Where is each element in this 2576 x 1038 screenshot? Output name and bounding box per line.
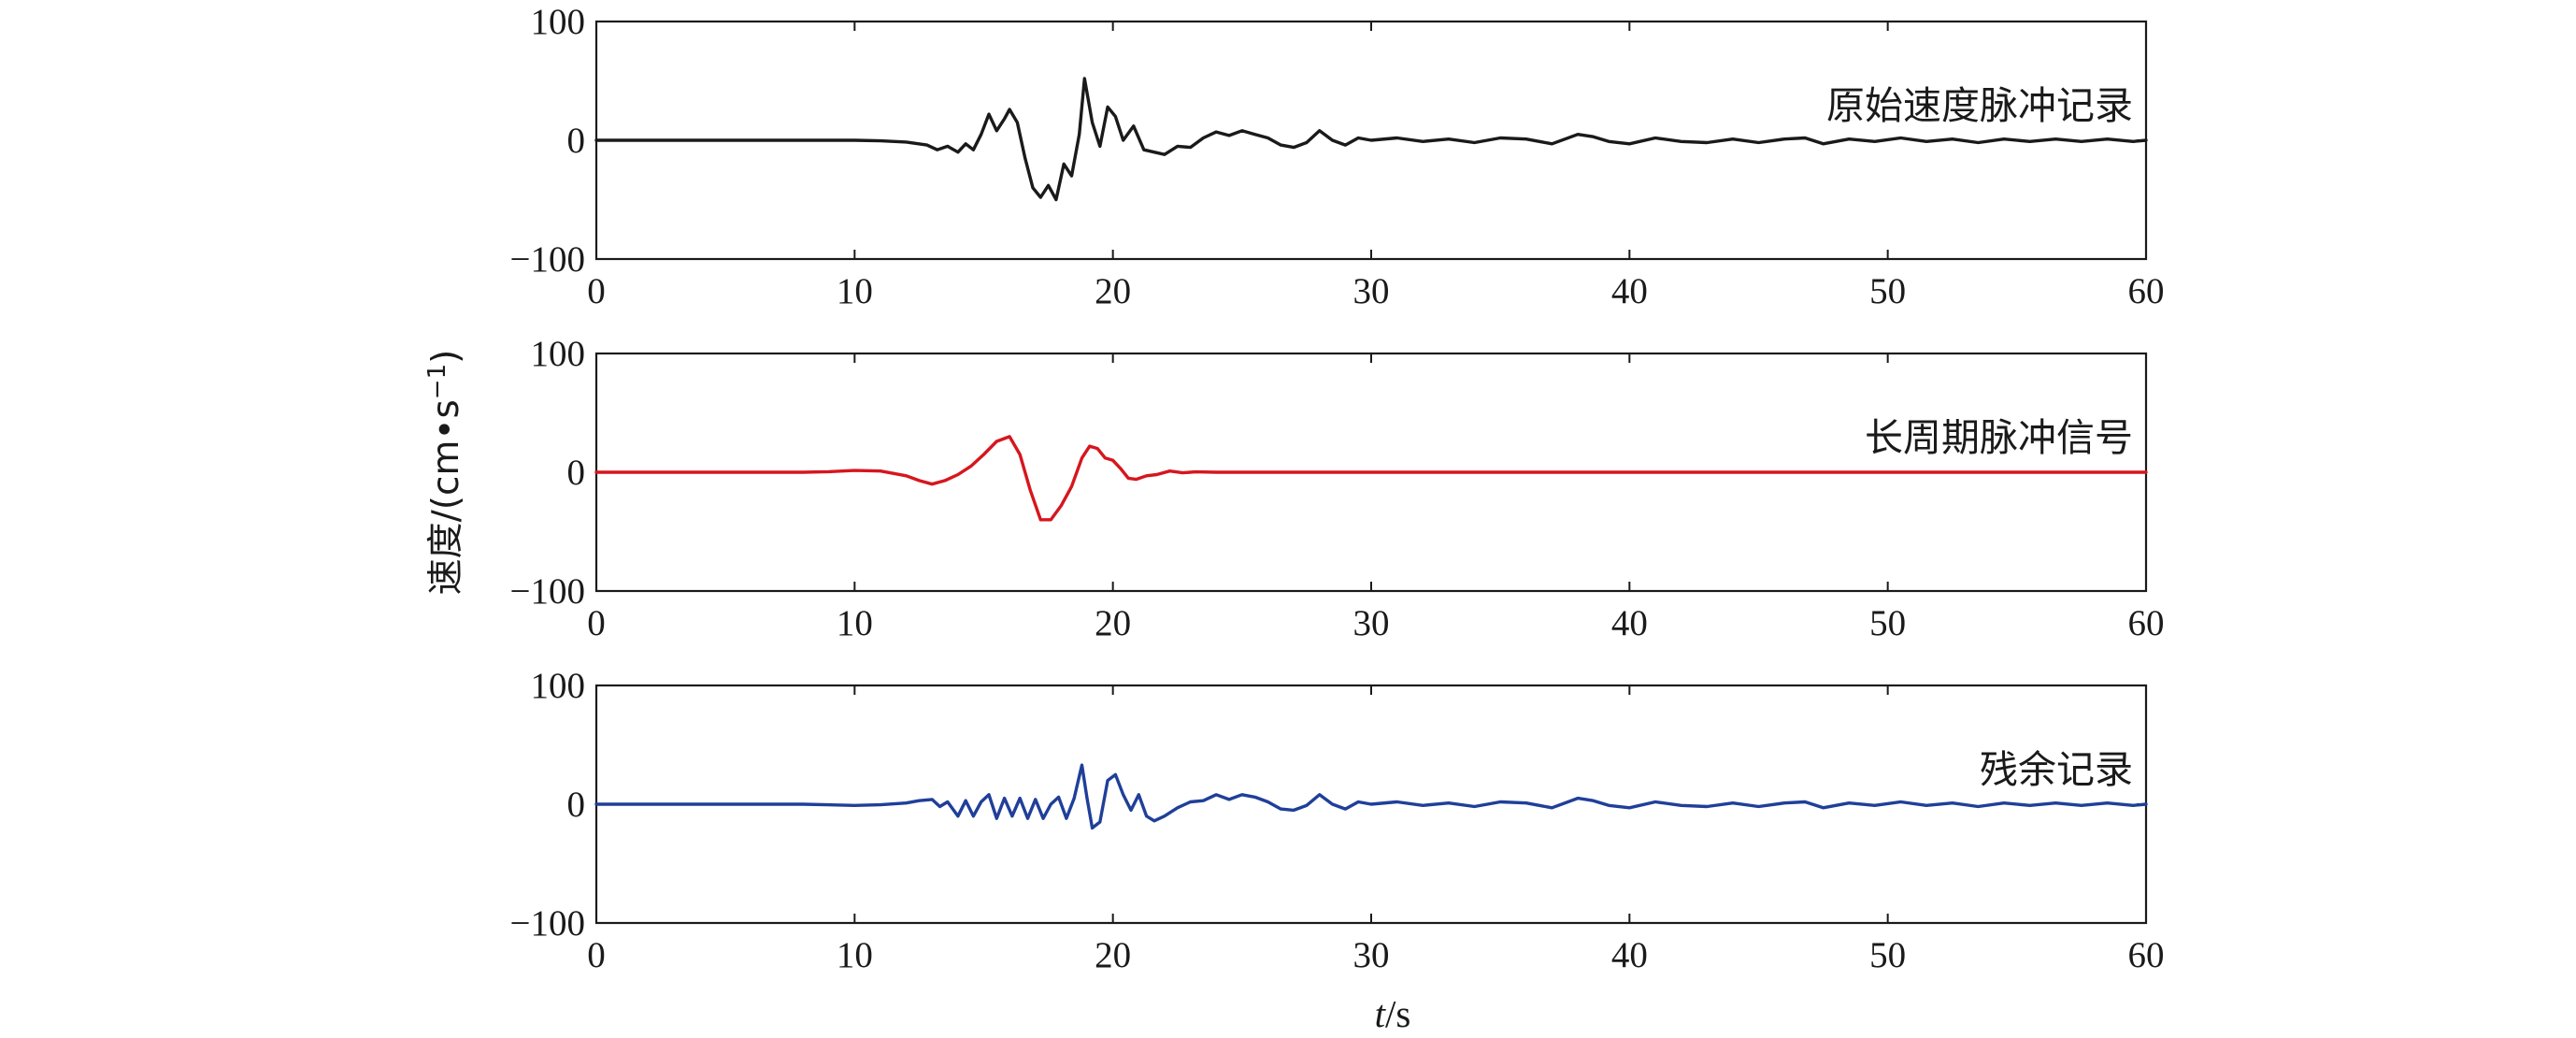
x-tick-label: 20 — [1095, 935, 1131, 975]
y-axis-label-close: ) — [425, 350, 467, 364]
y-axis-label-text: 速度/(cm•s — [425, 399, 467, 595]
x-tick-label: 30 — [1353, 271, 1390, 311]
panel-2-annotation: 长周期脉冲信号 — [1865, 415, 2133, 460]
svg-text:t/s: t/s — [1375, 992, 1411, 1035]
series-line-3 — [594, 763, 2148, 830]
x-tick-label: 60 — [2128, 271, 2165, 311]
panel-1-annotation: 原始速度脉冲记录 — [1826, 83, 2133, 128]
x-axis-label-unit: /s — [1385, 992, 1410, 1035]
y-tick-label: 100 — [531, 2, 586, 42]
x-tick-label: 40 — [1611, 935, 1648, 975]
x-axis-label-var: t — [1375, 992, 1387, 1035]
x-tick-label: 50 — [1869, 271, 1906, 311]
y-tick-label: 100 — [531, 666, 586, 706]
x-tick-label: 40 — [1611, 271, 1648, 311]
svg-text:速度/(cm•s−1): 速度/(cm•s−1) — [423, 350, 467, 596]
x-tick-label: 60 — [2128, 603, 2165, 643]
x-tick-label: 10 — [837, 935, 873, 975]
x-tick-label: 30 — [1353, 603, 1390, 643]
y-tick-label: 0 — [567, 785, 586, 825]
x-tick-label: 40 — [1611, 603, 1648, 643]
y-tick-label: −100 — [510, 239, 586, 280]
x-tick-label: 50 — [1869, 603, 1906, 643]
x-tick-label: 30 — [1353, 935, 1390, 975]
x-tick-label: 60 — [2128, 935, 2165, 975]
y-tick-label: −100 — [510, 571, 586, 612]
x-tick-label: 10 — [837, 271, 873, 311]
series-line-2 — [594, 435, 2148, 522]
x-tick-label: 20 — [1095, 271, 1131, 311]
y-tick-label: 100 — [531, 334, 586, 374]
x-tick-label: 50 — [1869, 935, 1906, 975]
y-axis-label-sup: −1 — [423, 364, 451, 399]
panel-3-annotation: 残余记录 — [1980, 747, 2133, 792]
y-tick-label: 0 — [567, 453, 586, 493]
x-tick-label: 0 — [587, 271, 606, 311]
x-axis-label: t/s — [1375, 992, 1411, 1035]
y-tick-label: −100 — [510, 903, 586, 944]
y-tick-label: 0 — [567, 121, 586, 161]
series-line-1 — [594, 77, 2148, 202]
x-tick-label: 10 — [837, 603, 873, 643]
y-axis-label: 速度/(cm•s−1) — [423, 350, 467, 596]
x-tick-label: 20 — [1095, 603, 1131, 643]
x-tick-label: 0 — [587, 603, 606, 643]
x-tick-label: 0 — [587, 935, 606, 975]
